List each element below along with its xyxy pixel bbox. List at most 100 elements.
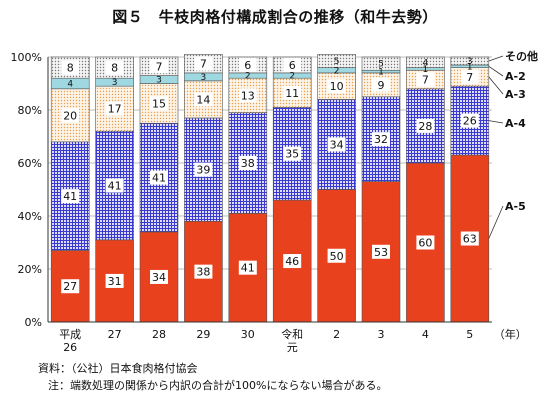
labels: 0%20%40%60%80%100%27412048平成263141173827… — [11, 49, 538, 354]
data-label: 60 — [418, 237, 432, 250]
data-label: 4 — [67, 80, 73, 90]
data-label: 15 — [152, 97, 166, 110]
footnote: 注：端数処理の関係から内訳の合計が100%にならない場合がある。 — [48, 379, 388, 392]
data-label-bg — [416, 72, 435, 87]
data-label: 1 — [378, 68, 384, 78]
x-tick-label: 28 — [152, 328, 166, 341]
x-tick-label: 令和 — [281, 327, 303, 341]
data-label: 2 — [289, 72, 295, 82]
data-label: 38 — [241, 157, 255, 170]
data-label: 32 — [374, 133, 388, 146]
legend-label: A-2 — [505, 70, 526, 83]
source-note: 資料：（公社）日本食肉格付協会 — [38, 362, 198, 375]
data-label-bg — [238, 260, 257, 275]
y-tick-label: 40% — [18, 210, 42, 223]
data-label: 38 — [196, 266, 210, 279]
data-label: 1 — [423, 65, 429, 75]
data-label-bg — [283, 146, 302, 161]
data-label-bg — [150, 170, 168, 185]
data-label-bg — [194, 264, 213, 279]
data-label: 7 — [200, 58, 207, 71]
x-tick-label: 3 — [378, 328, 385, 341]
legend-label: A-3 — [505, 88, 526, 101]
data-label: 13 — [241, 89, 255, 102]
legend-label: A-5 — [505, 200, 526, 213]
data-label: 34 — [152, 271, 166, 284]
x-tick-label: 5 — [466, 328, 473, 341]
data-label-bg — [61, 189, 80, 204]
data-label: 4 — [423, 58, 429, 68]
data-label-bg — [416, 118, 435, 133]
data-label: 50 — [330, 250, 344, 263]
data-label: 7 — [422, 74, 429, 87]
x-tick-label: 元 — [287, 341, 298, 354]
legend-leader-line — [488, 205, 504, 239]
data-label: 39 — [196, 164, 210, 177]
x-tick-label: 27 — [108, 328, 122, 341]
data-label: 7 — [466, 71, 473, 84]
data-label-bg — [105, 178, 124, 193]
data-label: 6 — [244, 59, 251, 72]
x-tick-label: 2 — [333, 328, 340, 341]
x-tick-label: 26 — [63, 341, 77, 354]
legend-leader-line — [488, 65, 504, 77]
data-label-bg — [61, 279, 80, 294]
data-label: 34 — [330, 138, 344, 151]
data-label-bg — [372, 132, 390, 147]
data-label-bg — [416, 235, 435, 250]
data-label-bg — [327, 79, 346, 94]
data-label-bg — [61, 60, 80, 75]
data-label-bg — [194, 92, 213, 107]
data-label: 6 — [289, 59, 296, 72]
data-label: 3 — [112, 78, 118, 88]
data-label-bg — [283, 254, 302, 269]
data-label: 3 — [156, 76, 162, 86]
bar-segment — [317, 54, 356, 68]
data-label-bg — [460, 69, 479, 84]
data-label: 3 — [467, 57, 473, 67]
y-tick-label: 80% — [18, 104, 42, 117]
data-label: 53 — [374, 246, 388, 259]
x-unit-label: （年） — [494, 327, 527, 341]
data-label: 2 — [245, 72, 251, 82]
data-label: 46 — [285, 255, 299, 268]
data-label: 1 — [467, 62, 473, 72]
data-label-bg — [61, 108, 80, 123]
data-label: 9 — [378, 79, 385, 92]
data-label: 41 — [63, 190, 77, 203]
data-label: 8 — [67, 62, 74, 75]
data-label: 20 — [63, 109, 77, 122]
bar-segment — [361, 56, 401, 71]
axes — [47, 57, 492, 323]
data-label: 27 — [63, 280, 77, 293]
data-label: 5 — [334, 57, 340, 67]
data-label-bg — [194, 162, 213, 177]
data-label-bg — [327, 137, 346, 152]
legend-leader-line — [488, 55, 504, 62]
data-label: 63 — [463, 233, 477, 246]
legend-leader-line — [488, 120, 504, 124]
data-label-bg — [150, 59, 168, 74]
legend-leader-line — [488, 76, 504, 95]
x-tick-label: 4 — [422, 328, 429, 341]
y-tick-label: 100% — [11, 51, 42, 64]
data-label: 17 — [108, 103, 122, 116]
y-tick-label: 0% — [25, 316, 42, 329]
data-label: 8 — [111, 62, 118, 75]
data-label-bg — [372, 244, 390, 259]
data-label-bg — [238, 156, 257, 170]
data-label: 2 — [334, 66, 340, 76]
data-label: 5 — [378, 60, 384, 70]
data-label: 11 — [285, 87, 299, 100]
data-label: 41 — [241, 262, 255, 275]
data-label-bg — [150, 269, 168, 284]
data-label: 10 — [330, 80, 344, 93]
data-label-bg — [460, 113, 479, 128]
data-label-bg — [194, 56, 213, 71]
data-label: 26 — [463, 115, 477, 128]
data-label-bg — [150, 96, 168, 111]
y-tick-label: 60% — [18, 157, 42, 170]
data-label-bg — [105, 273, 124, 288]
x-tick-label: 29 — [196, 328, 210, 341]
